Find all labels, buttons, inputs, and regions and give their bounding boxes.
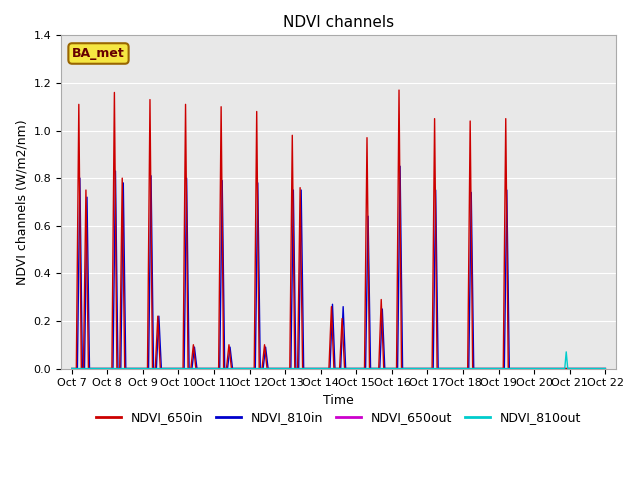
Y-axis label: NDVI channels (W/m2/nm): NDVI channels (W/m2/nm) xyxy=(15,119,28,285)
Title: NDVI channels: NDVI channels xyxy=(283,15,394,30)
X-axis label: Time: Time xyxy=(323,394,354,407)
Legend: NDVI_650in, NDVI_810in, NDVI_650out, NDVI_810out: NDVI_650in, NDVI_810in, NDVI_650out, NDV… xyxy=(91,406,586,429)
Text: BA_met: BA_met xyxy=(72,47,125,60)
